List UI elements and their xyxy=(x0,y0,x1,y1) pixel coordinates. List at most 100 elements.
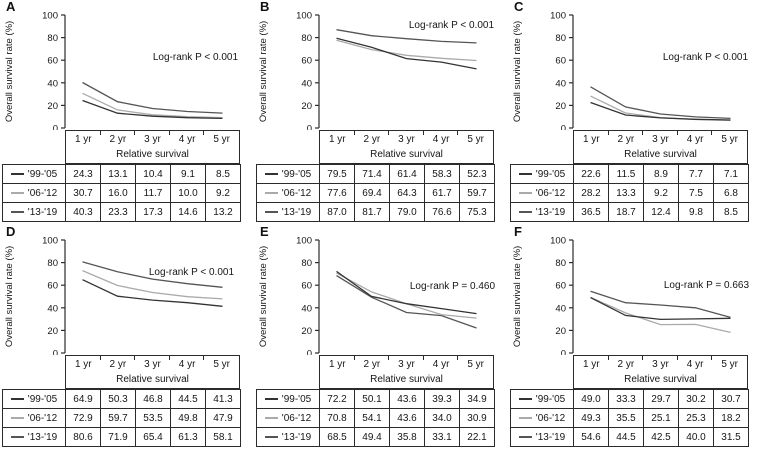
survival-table: '99-'05 22.6 11.5 8.9 7.7 7.1 '06-'12 28… xyxy=(510,164,749,222)
survival-value: 13.3 xyxy=(608,183,644,203)
series-legend-cell: '99-'05 xyxy=(2,389,66,409)
survival-value: 71.9 xyxy=(100,427,136,447)
survival-value: 34.9 xyxy=(459,389,495,409)
logrank-annotation: Log-rank P < 0.001 xyxy=(149,267,235,278)
x-tick-label: 2 yr xyxy=(99,356,136,373)
series-line-swatch xyxy=(264,173,278,175)
x-tick-row: 1 yr 2 yr 3 yr 4 yr 5 yr xyxy=(66,131,239,148)
series-line-swatch xyxy=(264,436,278,438)
survival-value: 22.1 xyxy=(459,427,495,447)
x-tick-label: 2 yr xyxy=(353,356,390,373)
svg-text:Overall survival rate (%): Overall survival rate (%) xyxy=(258,246,269,347)
svg-text:40: 40 xyxy=(47,303,58,314)
logrank-annotation: Log-rank P = 0.460 xyxy=(410,281,496,292)
survival-value: 24.3 xyxy=(65,164,101,184)
series-label: '13-'19 xyxy=(27,431,58,443)
survival-value: 13.1 xyxy=(100,164,136,184)
survival-line-chart: Overall survival rate (%) 100 80 60 40 20 0 Lo… xyxy=(258,236,496,356)
survival-value: 18.2 xyxy=(713,408,749,428)
panel-d: D Overall survival rate (%) 100 80 60 40 20 0 … xyxy=(2,224,256,450)
svg-text:100: 100 xyxy=(42,236,58,247)
series-label: '13-'19 xyxy=(535,431,566,443)
x-tick-label: 3 yr xyxy=(388,131,424,148)
series-legend-cell: '06-'12 xyxy=(510,183,574,203)
survival-value: 9.8 xyxy=(678,202,714,222)
svg-text:0: 0 xyxy=(561,124,566,131)
table-row: '06-'12 49.3 35.5 25.1 25.3 18.2 xyxy=(510,408,749,428)
survival-value: 52.3 xyxy=(459,164,495,184)
x-tick-label: 1 yr xyxy=(328,134,346,145)
svg-text:20: 20 xyxy=(47,101,58,112)
survival-value: 9.2 xyxy=(205,183,241,203)
svg-text:20: 20 xyxy=(47,326,58,337)
x-axis-title: Relative survival xyxy=(624,374,697,385)
series-legend-cell: '13-'19 xyxy=(256,202,320,222)
survival-table: '99-'05 49.0 33.3 29.7 30.2 30.7 '06-'12… xyxy=(510,389,749,447)
survival-value: 16.0 xyxy=(100,183,136,203)
series-legend-cell: '06-'12 xyxy=(2,183,66,203)
x-tick-label: 5 yr xyxy=(711,356,747,373)
survival-value: 34.0 xyxy=(424,408,460,428)
x-tick-label: 3 yr xyxy=(642,131,678,148)
svg-text:Overall survival rate (%): Overall survival rate (%) xyxy=(4,246,15,347)
svg-text:60: 60 xyxy=(47,281,58,292)
series-line-swatch xyxy=(264,417,278,419)
survival-value: 31.5 xyxy=(713,427,749,447)
survival-value: 61.3 xyxy=(170,427,206,447)
svg-text:40: 40 xyxy=(301,78,312,89)
series-legend-cell: '13-'19 xyxy=(2,427,66,447)
survival-value: 40.3 xyxy=(65,202,101,222)
series-label: '99-'05 xyxy=(281,393,312,405)
x-tick-label: 4 yr xyxy=(168,131,205,148)
x-tick-label: 2 yr xyxy=(99,131,136,148)
svg-text:100: 100 xyxy=(550,11,566,22)
survival-value: 22.6 xyxy=(573,164,609,184)
survival-table: '99-'05 79.5 71.4 61.4 58.3 52.3 '06-'12… xyxy=(256,164,495,222)
table-row: '99-'05 22.6 11.5 8.9 7.7 7.1 xyxy=(510,164,749,184)
survival-value: 39.3 xyxy=(424,389,460,409)
series-line-swatch xyxy=(10,211,24,213)
series-label: '06-'12 xyxy=(27,187,58,199)
survival-value: 35.8 xyxy=(389,427,425,447)
survival-value: 79.0 xyxy=(389,202,425,222)
x-tick-label: 4 yr xyxy=(422,131,459,148)
logrank-annotation: Log-rank P < 0.001 xyxy=(409,20,495,31)
survival-value: 40.0 xyxy=(678,427,714,447)
logrank-annotation: Log-rank P = 0.663 xyxy=(664,280,750,291)
series-label: '99-'05 xyxy=(535,393,566,405)
survival-value: 68.5 xyxy=(319,427,355,447)
survival-value: 30.9 xyxy=(459,408,495,428)
svg-text:60: 60 xyxy=(301,281,312,292)
svg-text:Overall survival rate (%): Overall survival rate (%) xyxy=(512,246,523,347)
survival-value: 49.3 xyxy=(573,408,609,428)
series-label: '06-'12 xyxy=(535,412,566,424)
svg-text:Overall survival rate (%): Overall survival rate (%) xyxy=(512,21,523,122)
survival-value: 50.1 xyxy=(354,389,390,409)
survival-value: 53.5 xyxy=(135,408,171,428)
series-legend-cell: '99-'05 xyxy=(510,389,574,409)
series-legend-cell: '99-'05 xyxy=(256,389,320,409)
svg-text:80: 80 xyxy=(301,258,312,269)
logrank-annotation: Log-rank P < 0.001 xyxy=(663,52,749,63)
survival-value: 72.2 xyxy=(319,389,355,409)
survival-value: 59.7 xyxy=(459,183,495,203)
series-legend-cell: '13-'19 xyxy=(2,202,66,222)
svg-text:Overall survival rate (%): Overall survival rate (%) xyxy=(258,21,269,122)
table-row: '13-'19 80.6 71.9 65.4 61.3 58.1 xyxy=(2,427,241,447)
x-axis-title: Relative survival xyxy=(370,149,443,160)
x-tick-label: 4 yr xyxy=(422,356,459,373)
table-row: '99-'05 24.3 13.1 10.4 9.1 8.5 xyxy=(2,164,241,184)
svg-text:20: 20 xyxy=(301,101,312,112)
survival-value: 28.2 xyxy=(573,183,609,203)
series-legend-cell: '06-'12 xyxy=(510,408,574,428)
survival-value: 7.7 xyxy=(678,164,714,184)
x-tick-label: 5 yr xyxy=(711,131,747,148)
x-tick-label: 5 yr xyxy=(203,356,239,373)
survival-value: 50.3 xyxy=(100,389,136,409)
survival-line-chart: Overall survival rate (%) 100 80 60 40 20 0 Lo… xyxy=(4,11,238,131)
survival-value: 17.3 xyxy=(135,202,171,222)
survival-value: 49.8 xyxy=(170,408,206,428)
survival-value: 9.2 xyxy=(643,183,679,203)
panel-letter: D xyxy=(6,224,16,239)
series-legend-cell: '06-'12 xyxy=(2,408,66,428)
